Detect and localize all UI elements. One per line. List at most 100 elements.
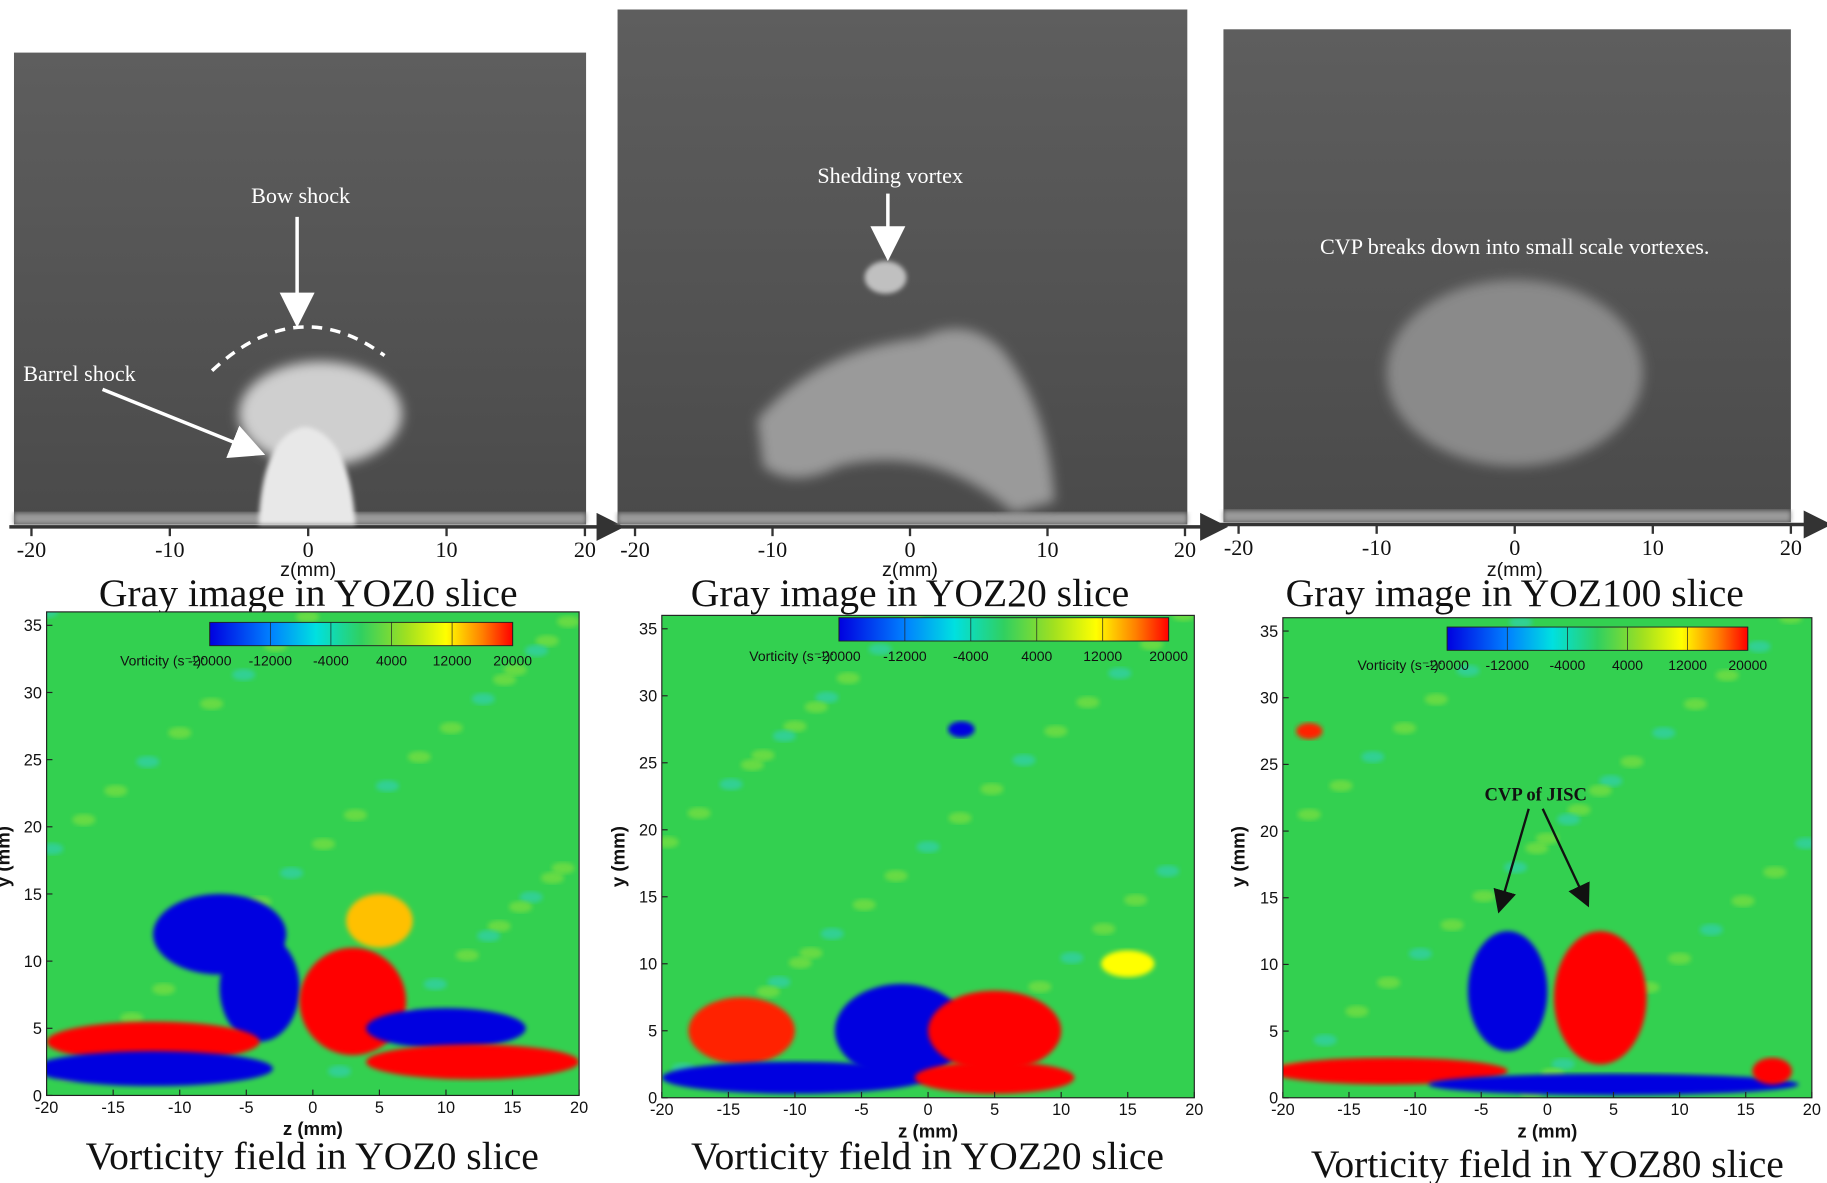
x-tick-label: 0 — [1543, 1101, 1552, 1119]
noise — [1092, 923, 1116, 935]
noise — [1345, 1005, 1369, 1018]
noise — [788, 956, 812, 969]
colorbar-tick-label: -4000 — [313, 652, 349, 668]
x-tick-label: 10 — [435, 537, 457, 562]
annotation: Bow shock — [251, 183, 351, 208]
y-tick-label: 25 — [639, 755, 657, 773]
noise — [740, 759, 764, 771]
noise — [1715, 669, 1739, 682]
x-tick-label: -10 — [758, 537, 787, 562]
y-axis-label: y (mm) — [608, 826, 629, 887]
x-tick-label: 0 — [904, 537, 915, 562]
y-tick-label: 30 — [24, 684, 42, 702]
colorbar-tick-label: 4000 — [1021, 648, 1052, 664]
y-tick-label: 10 — [1260, 956, 1278, 974]
vortex-structures — [1282, 617, 1812, 1098]
caption: Vorticity field in YOZ0 slice — [86, 1134, 539, 1178]
noise — [1525, 842, 1549, 854]
caption: Gray image in YOZ20 slice — [691, 571, 1130, 615]
noise — [751, 749, 775, 762]
x-axis-label: z (mm) — [283, 1118, 343, 1139]
noise — [767, 976, 791, 988]
noise — [46, 843, 64, 855]
noise — [231, 668, 256, 681]
noise — [783, 720, 807, 733]
x-axis-label: z(mm) — [882, 559, 938, 581]
noise — [804, 701, 828, 713]
noise — [503, 664, 527, 676]
noise — [836, 672, 860, 684]
noise — [820, 927, 844, 940]
noise — [508, 901, 533, 913]
y-tick-label: 25 — [1260, 756, 1278, 774]
vortex — [1101, 950, 1155, 978]
colorbar-tick-label: -20000 — [188, 652, 232, 668]
x-tick-label: -5 — [854, 1101, 869, 1119]
noise — [168, 726, 192, 739]
noise — [540, 872, 565, 884]
x-tick-label: 10 — [1036, 537, 1058, 562]
y-tick-label: 20 — [24, 819, 42, 837]
annotation: CVP of JISC — [1484, 785, 1586, 806]
noise — [1567, 803, 1591, 816]
x-tick-label: 10 — [437, 1099, 455, 1117]
annotation: Barrel shock — [23, 361, 136, 386]
noise — [72, 813, 96, 826]
noise — [492, 673, 517, 686]
vortex — [834, 983, 969, 1078]
plot-frame — [1282, 617, 1813, 1099]
x-tick-label: -10 — [1362, 535, 1392, 560]
x-tick-label: -10 — [783, 1101, 807, 1119]
colorbar-tick-label: -20000 — [817, 648, 861, 664]
noise — [295, 611, 320, 623]
noise — [1763, 866, 1787, 878]
shed-vortex — [864, 261, 907, 294]
colorbar-tick-label: 12000 — [433, 652, 472, 668]
x-tick-label: 0 — [303, 537, 314, 562]
noise — [1156, 865, 1180, 877]
x-tick-label: -5 — [1474, 1101, 1489, 1119]
x-tick-label: 0 — [924, 1101, 933, 1119]
noise — [104, 784, 128, 797]
noise — [535, 635, 559, 647]
noise — [1509, 617, 1533, 629]
x-tick-label: 10 — [1642, 535, 1664, 560]
vortex-structures — [661, 615, 1195, 1094]
noise — [551, 862, 575, 874]
noise — [1440, 919, 1464, 931]
noise — [1699, 923, 1723, 936]
vortex — [928, 990, 1062, 1071]
annotation-arrow — [1541, 808, 1590, 908]
noise — [120, 1012, 144, 1024]
noise — [1683, 698, 1708, 710]
colorbar-tick-label: -12000 — [883, 648, 927, 664]
noise — [1060, 952, 1084, 964]
x-tick-label: 0 — [1509, 535, 1520, 560]
noise — [200, 697, 224, 710]
barrel-core — [258, 426, 356, 525]
vortex — [346, 893, 413, 948]
noise — [1012, 754, 1036, 766]
caption: Gray image in YOZ0 slice — [99, 571, 518, 615]
noise — [152, 983, 176, 995]
noise — [476, 930, 501, 942]
x-tick-label: 0 — [308, 1099, 317, 1117]
noise — [1028, 980, 1052, 993]
noise — [423, 978, 447, 991]
jet-plume — [238, 361, 402, 467]
noise — [868, 643, 892, 655]
noise — [719, 778, 743, 791]
y-tick-label: 0 — [1269, 1090, 1278, 1108]
y-tick-label: 10 — [24, 953, 42, 971]
x-tick-label: 20 — [1803, 1101, 1821, 1119]
x-tick-label: 15 — [1737, 1101, 1755, 1119]
wall-glow — [617, 512, 1188, 525]
x-tick-label: 10 — [1052, 1101, 1070, 1119]
x-axis-label: z (mm) — [898, 1120, 958, 1141]
annotation: Shedding vortex — [817, 163, 963, 188]
noise — [1535, 832, 1560, 845]
colorbar-tick-label: 12000 — [1083, 648, 1122, 664]
noise — [1172, 615, 1195, 622]
x-tick-label: -20 — [620, 537, 649, 562]
